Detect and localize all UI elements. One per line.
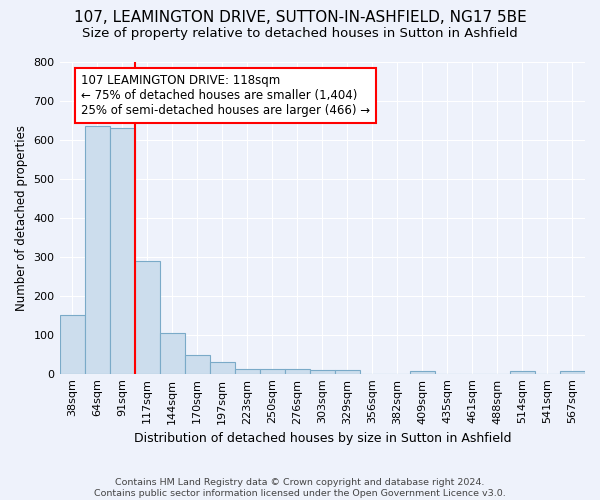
Y-axis label: Number of detached properties: Number of detached properties	[15, 124, 28, 310]
Bar	[510, 371, 535, 374]
Bar	[134, 260, 160, 374]
Bar	[110, 128, 134, 374]
Bar	[59, 315, 85, 374]
X-axis label: Distribution of detached houses by size in Sutton in Ashfield: Distribution of detached houses by size …	[134, 432, 511, 445]
Bar	[85, 126, 110, 374]
Bar	[235, 369, 260, 374]
Bar	[185, 356, 209, 374]
Bar	[285, 370, 310, 374]
Bar	[209, 362, 235, 374]
Bar	[160, 334, 185, 374]
Bar	[560, 370, 585, 374]
Text: 107, LEAMINGTON DRIVE, SUTTON-IN-ASHFIELD, NG17 5BE: 107, LEAMINGTON DRIVE, SUTTON-IN-ASHFIEL…	[74, 10, 526, 25]
Text: Size of property relative to detached houses in Sutton in Ashfield: Size of property relative to detached ho…	[82, 28, 518, 40]
Text: 107 LEAMINGTON DRIVE: 118sqm
← 75% of detached houses are smaller (1,404)
25% of: 107 LEAMINGTON DRIVE: 118sqm ← 75% of de…	[80, 74, 370, 117]
Bar	[310, 370, 335, 374]
Bar	[335, 370, 360, 374]
Bar	[260, 369, 285, 374]
Bar	[410, 370, 435, 374]
Text: Contains HM Land Registry data © Crown copyright and database right 2024.
Contai: Contains HM Land Registry data © Crown c…	[94, 478, 506, 498]
